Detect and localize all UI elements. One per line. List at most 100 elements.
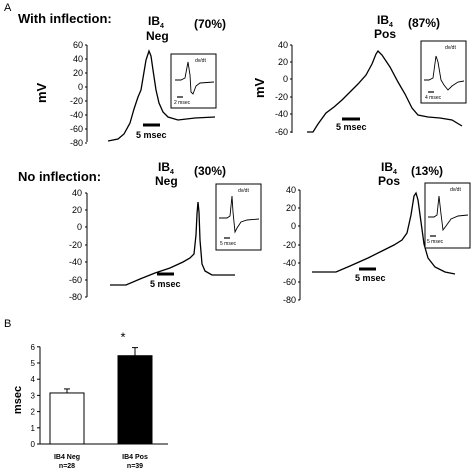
voltage-trace (110, 201, 235, 286)
panel-title-group: IB4 (377, 13, 393, 29)
y-tick-label: -60 (275, 127, 288, 137)
y-tick-label: 60 (73, 40, 83, 50)
y-tick-marks (85, 192, 87, 298)
y-tick-label: 40 (278, 40, 288, 50)
panel-title-type: Neg (146, 29, 169, 43)
bar-chart-y-tick-label: 2 (31, 408, 36, 417)
significance-marker: * (120, 330, 125, 345)
inset-label: dv/dt (238, 188, 249, 194)
y-tick-label: 20 (72, 205, 82, 215)
inset-scale-label: 5 msec (427, 239, 444, 245)
bar-chart-y-tick-label: 0 (31, 440, 36, 449)
y-tick-label: -80 (69, 292, 82, 302)
inset-trace (424, 55, 465, 91)
y-tick-label: -60 (283, 277, 296, 287)
y-tick-label: 40 (73, 54, 83, 64)
inset-label: dv/dt (195, 58, 206, 64)
inset-scale-label: 5 msec (220, 241, 237, 247)
y-ticks: 40 20 0 -20 -40 -60 -80 (283, 185, 300, 305)
panel-title-group: IB4 (148, 14, 164, 30)
y-tick-label: 40 (72, 188, 82, 198)
bar (117, 355, 153, 445)
dvdt-inset (215, 183, 262, 251)
y-tick-label: -40 (283, 258, 296, 268)
y-ticks: 40 20 0 -20 -40 -60 -80 (69, 188, 87, 302)
scale-bar-label: 5 msec (336, 122, 367, 132)
voltage-trace (107, 49, 216, 142)
y-tick-label: 40 (286, 185, 296, 195)
panel-with-inflection-neg: IB4 Neg (70%) mV 60 40 20 0 -20 -40 -60 … (34, 14, 226, 148)
y-tick-label: 20 (286, 203, 296, 213)
voltage-trace (307, 49, 463, 133)
bar-category-count: n=39 (127, 463, 143, 470)
y-tick-label: -40 (70, 110, 83, 120)
bar-chart-bars (49, 347, 153, 445)
y-ticks: 40 20 0 -20 -40 -60 (275, 40, 292, 137)
y-tick-marks (85, 44, 87, 144)
dvdt-inset (420, 40, 467, 104)
y-tick-label: -20 (70, 96, 83, 106)
bar-chart-y-tick-label: 4 (31, 375, 36, 384)
panel-title-group: IB4 (381, 160, 397, 176)
bar-chart-y-tick-label: 1 (31, 424, 36, 433)
y-tick-label: -20 (69, 240, 82, 250)
bar-chart-y-label: msec (12, 386, 24, 414)
panel-no-inflection-pos: IB4 Pos (13%) 40 20 0 -20 -40 -60 -80 5 … (283, 160, 471, 305)
panel-percent: (30%) (194, 164, 226, 178)
bar-category-label: IB4 Pos (122, 454, 148, 461)
y-tick-marks (290, 44, 292, 133)
panel-a-label: A (4, 2, 12, 14)
scale-bar-label: 5 msec (150, 279, 181, 289)
voltage-trace (312, 191, 456, 275)
y-ticks: 60 40 20 0 -20 -40 -60 -80 (70, 40, 87, 148)
y-tick-label: 0 (77, 222, 82, 232)
bar-chart: msec 0 1 2 3 4 5 6 IB4 Neg n=28 * IB4 Pos n=39 (12, 330, 168, 470)
y-tick-label: -40 (275, 109, 288, 119)
y-tick-label: 20 (73, 68, 83, 78)
y-tick-label: -40 (69, 257, 82, 267)
y-tick-label: 20 (278, 57, 288, 67)
panel-title-type: Neg (155, 174, 178, 188)
scale-bar-label: 5 msec (136, 130, 167, 140)
bar-chart-y-tick-label: 6 (31, 343, 36, 352)
y-tick-label: -60 (69, 275, 82, 285)
panel-title-type: Pos (374, 27, 396, 41)
no-inflection-label: No inflection: (18, 169, 101, 184)
y-tick-label: -20 (283, 240, 296, 250)
inset-scale-label: 4 msec (425, 95, 442, 101)
inset-label: dv/dt (445, 45, 456, 51)
bar-chart-y-tick-label: 3 (31, 391, 36, 400)
panel-title-group: IB4 (158, 160, 174, 176)
bar (49, 392, 85, 445)
scale-bar-label: 5 msec (355, 273, 386, 283)
y-axis-label: mV (34, 82, 49, 103)
panel-percent: (13%) (411, 164, 443, 178)
panel-no-inflection-neg: IB4 Neg (30%) 40 20 0 -20 -40 -60 -80 5 … (69, 160, 262, 302)
inset-trace (175, 61, 215, 95)
panel-percent: (70%) (194, 17, 226, 31)
panel-title-type: Pos (378, 174, 400, 188)
panel-b-label: B (4, 318, 11, 330)
with-inflection-label: With inflection: (18, 11, 112, 26)
inset-label: dv/dt (450, 187, 461, 193)
y-tick-label: -80 (70, 138, 83, 148)
y-tick-label: -80 (283, 295, 296, 305)
inset-trace (219, 195, 260, 234)
y-tick-label: -60 (70, 124, 83, 134)
y-tick-label: 0 (78, 82, 83, 92)
y-tick-label: 0 (283, 74, 288, 84)
bar-category-count: n=28 (59, 463, 75, 470)
panel-percent: (87%) (408, 16, 440, 30)
bar-category-label: IB4 Neg (54, 454, 80, 461)
panel-with-inflection-pos: IB4 Pos (87%) mV 40 20 0 -20 -40 -60 5 m… (252, 13, 467, 137)
bar-chart-labels: IB4 Neg n=28 * IB4 Pos n=39 (54, 330, 148, 470)
y-tick-marks (298, 189, 300, 301)
inset-scale-label: 2 msec (174, 100, 191, 106)
inset-trace (428, 195, 469, 232)
y-tick-label: -20 (275, 92, 288, 102)
y-axis-label: mV (252, 77, 267, 98)
y-tick-label: 0 (291, 221, 296, 231)
bar-chart-y-tick-label: 5 (31, 359, 36, 368)
dvdt-inset (170, 53, 217, 109)
